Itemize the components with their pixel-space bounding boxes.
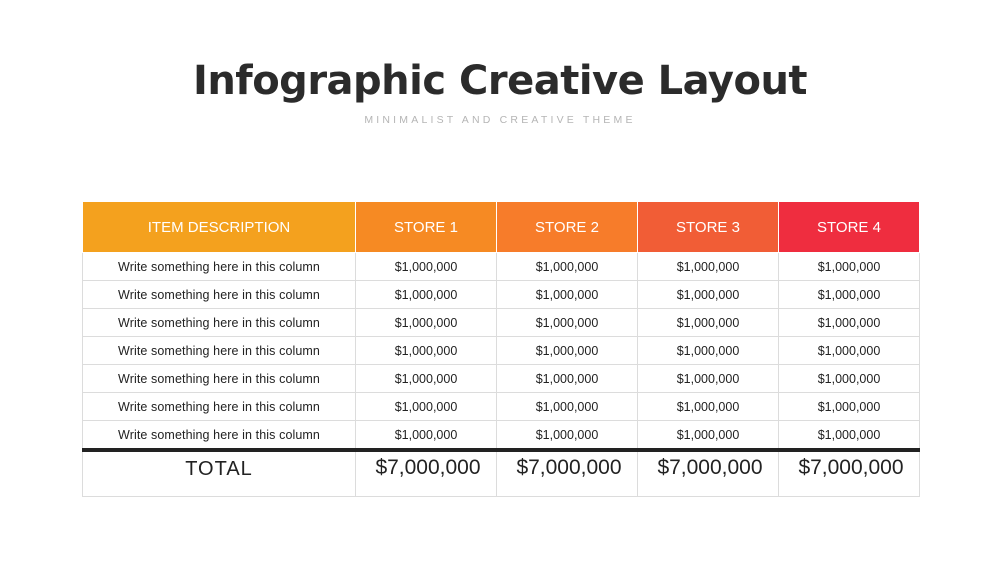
total-row: TOTAL $7,000,000 $7,000,000 $7,000,000 $… [82, 448, 920, 497]
table-row: Write something here in this column $1,00… [82, 280, 920, 309]
store-3-value: $1,000,000 [637, 392, 779, 421]
store-1-value: $1,000,000 [355, 392, 497, 421]
store-2-value: $1,000,000 [496, 392, 638, 421]
header-store-4: STORE 4 [778, 201, 920, 253]
total-store-1: $7,000,000 [355, 448, 497, 497]
row-description: Write something here in this column [82, 280, 356, 309]
header-store-1: STORE 1 [355, 201, 497, 253]
store-2-value: $1,000,000 [496, 308, 638, 337]
table-row: Write something here in this column $1,00… [82, 392, 920, 421]
row-description: Write something here in this column [82, 420, 356, 451]
store-1-value: $1,000,000 [355, 308, 497, 337]
store-1-value: $1,000,000 [355, 336, 497, 365]
store-2-value: $1,000,000 [496, 420, 638, 451]
store-3-value: $1,000,000 [637, 336, 779, 365]
store-3-value: $1,000,000 [637, 308, 779, 337]
store-3-value: $1,000,000 [637, 364, 779, 393]
table-row: Write something here in this column $1,00… [82, 420, 920, 451]
table-row: Write something here in this column $1,00… [82, 308, 920, 337]
store-2-value: $1,000,000 [496, 364, 638, 393]
header-item-description: ITEM DESCRIPTION [82, 201, 356, 253]
row-description: Write something here in this column [82, 364, 356, 393]
store-3-value: $1,000,000 [637, 420, 779, 451]
store-2-value: $1,000,000 [496, 336, 638, 365]
store-4-value: $1,000,000 [778, 364, 920, 393]
header-store-3: STORE 3 [637, 201, 779, 253]
store-4-value: $1,000,000 [778, 252, 920, 281]
store-1-value: $1,000,000 [355, 252, 497, 281]
store-2-value: $1,000,000 [496, 252, 638, 281]
store-3-value: $1,000,000 [637, 280, 779, 309]
header-store-2: STORE 2 [496, 201, 638, 253]
store-1-value: $1,000,000 [355, 364, 497, 393]
row-description: Write something here in this column [82, 392, 356, 421]
table-header-row: ITEM DESCRIPTION STORE 1 STORE 2 STORE 3… [82, 201, 920, 253]
total-store-2: $7,000,000 [496, 448, 638, 497]
table-row: Write something here in this column $1,00… [82, 252, 920, 281]
store-2-value: $1,000,000 [496, 280, 638, 309]
total-store-3: $7,000,000 [637, 448, 779, 497]
total-label: TOTAL [82, 448, 356, 497]
store-1-value: $1,000,000 [355, 280, 497, 309]
row-description: Write something here in this column [82, 252, 356, 281]
row-description: Write something here in this column [82, 308, 356, 337]
table-row: Write something here in this column $1,00… [82, 364, 920, 393]
store-3-value: $1,000,000 [637, 252, 779, 281]
table-row: Write something here in this column $1,00… [82, 336, 920, 365]
store-4-value: $1,000,000 [778, 336, 920, 365]
total-store-4: $7,000,000 [778, 448, 920, 497]
page-subtitle: MINIMALIST AND CREATIVE THEME [364, 114, 636, 126]
store-4-value: $1,000,000 [778, 420, 920, 451]
store-1-value: $1,000,000 [355, 420, 497, 451]
row-description: Write something here in this column [82, 336, 356, 365]
store-4-value: $1,000,000 [778, 392, 920, 421]
store-4-value: $1,000,000 [778, 280, 920, 309]
store-4-value: $1,000,000 [778, 308, 920, 337]
store-table: ITEM DESCRIPTION STORE 1 STORE 2 STORE 3… [82, 201, 920, 497]
page-title: Infographic Creative Layout [192, 58, 808, 104]
